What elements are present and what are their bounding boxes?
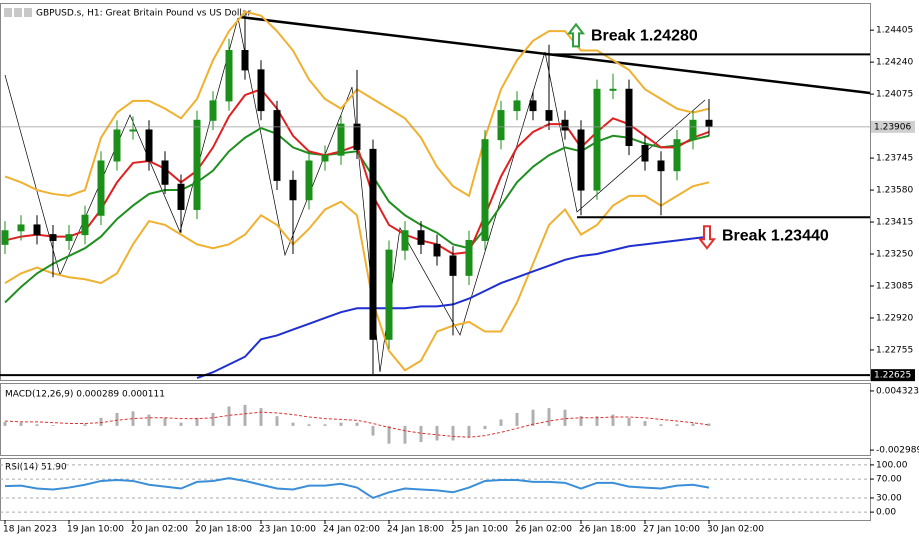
x-tick-label: 20 Jan 18:00 bbox=[195, 525, 252, 535]
candle-body bbox=[401, 230, 409, 251]
chart-title: GBPUSD.s, H1: Great Britain Pound vs US … bbox=[36, 9, 251, 19]
candle-body bbox=[577, 129, 585, 191]
icon bbox=[14, 8, 22, 17]
indicator-line bbox=[4, 477, 710, 500]
y-tick-label: 1.23580 bbox=[876, 186, 913, 196]
candle-body bbox=[305, 160, 313, 201]
current-price-label: 1.23906 bbox=[874, 122, 911, 132]
candle-body bbox=[625, 88, 633, 146]
x-tick-label: 24 Jan 18:00 bbox=[387, 525, 444, 535]
candle-body bbox=[17, 224, 25, 232]
candle-body bbox=[545, 110, 553, 121]
candle-body bbox=[257, 69, 265, 112]
candle-body bbox=[689, 119, 697, 141]
candle-body bbox=[289, 179, 297, 201]
candle-body bbox=[705, 119, 713, 127]
x-tick-label: 27 Jan 10:00 bbox=[643, 525, 700, 535]
x-tick-label: 19 Jan 10:00 bbox=[67, 525, 124, 535]
candle-body bbox=[417, 230, 425, 245]
candle-body bbox=[385, 249, 393, 340]
candle-body bbox=[145, 129, 153, 162]
macd-panel bbox=[0, 383, 871, 456]
y-tick-label: 1.24075 bbox=[876, 90, 913, 100]
x-tick-label: 26 Jan 02:00 bbox=[515, 525, 572, 535]
y-tick-label: 1.22755 bbox=[876, 345, 913, 355]
candle-body bbox=[465, 239, 473, 276]
y-tick-label: 1.23745 bbox=[876, 154, 913, 164]
candle-body bbox=[593, 88, 601, 191]
y-tick-label: 1.22920 bbox=[876, 313, 913, 323]
icon bbox=[24, 8, 32, 17]
candle-body bbox=[65, 234, 73, 241]
candle-body bbox=[97, 160, 105, 216]
support-price-label: 1.22625 bbox=[874, 371, 911, 381]
candle-body bbox=[433, 243, 441, 257]
indicator-line bbox=[4, 411, 710, 438]
candle-body bbox=[209, 100, 217, 121]
y-tick-label: 0.004323 bbox=[876, 386, 919, 396]
x-tick-label: 30 Jan 02:00 bbox=[707, 525, 764, 535]
y-tick-label: 70.00 bbox=[876, 475, 902, 485]
x-tick-label: 25 Jan 10:00 bbox=[451, 525, 508, 535]
candle-body bbox=[609, 88, 617, 91]
candle-body bbox=[81, 214, 89, 236]
candle-body bbox=[449, 255, 457, 276]
y-tick-label: 1.23085 bbox=[876, 282, 913, 292]
x-tick-label: 20 Jan 02:00 bbox=[131, 525, 188, 535]
candle-body bbox=[273, 110, 281, 181]
candle-body bbox=[497, 110, 505, 141]
macd-title: MACD(12,26,9) 0.000289 0.000111 bbox=[5, 390, 165, 400]
candle-body bbox=[33, 224, 41, 236]
x-tick-label: 23 Jan 10:00 bbox=[259, 525, 316, 535]
y-tick-label: 1.23250 bbox=[876, 250, 913, 260]
candle-body bbox=[337, 123, 345, 156]
candle-body bbox=[657, 160, 665, 172]
current-price-box bbox=[871, 120, 915, 133]
candle-body bbox=[513, 100, 521, 112]
candle-body bbox=[673, 139, 681, 172]
candle-body bbox=[641, 144, 649, 162]
candle-body bbox=[177, 183, 185, 210]
main-panel bbox=[0, 3, 871, 381]
y-tick-label: 1.24405 bbox=[876, 26, 913, 36]
indicator-line bbox=[4, 181, 710, 372]
candle-body bbox=[225, 50, 233, 102]
y-tick-label: 0.00 bbox=[876, 508, 896, 518]
y-tick-label: 1.24240 bbox=[876, 58, 913, 68]
arrow bbox=[697, 225, 717, 250]
support-price-box bbox=[871, 369, 915, 382]
candle-body bbox=[529, 100, 537, 112]
arrow bbox=[566, 22, 586, 48]
candle-body bbox=[369, 148, 377, 340]
y-tick-label: 30.00 bbox=[876, 493, 902, 503]
annotation: Break 1.24280 bbox=[591, 28, 698, 45]
x-tick-label: 18 Jan 2023 bbox=[3, 525, 57, 535]
candle-body bbox=[481, 139, 489, 241]
y-tick-label: -0.002989 bbox=[876, 446, 919, 456]
candle-body bbox=[193, 119, 201, 210]
candle-body bbox=[113, 129, 121, 162]
y-tick-label: 1.23415 bbox=[876, 218, 913, 228]
x-tick-label: 24 Jan 02:00 bbox=[323, 525, 380, 535]
candle-body bbox=[561, 119, 569, 131]
candle-body bbox=[353, 123, 361, 150]
candle-body bbox=[49, 234, 57, 241]
zigzag bbox=[4, 17, 706, 373]
candle-body bbox=[161, 160, 169, 185]
icon bbox=[4, 8, 12, 17]
rsi-title: RSI(14) 51.90 bbox=[5, 463, 67, 473]
x-tick-label: 26 Jan 18:00 bbox=[579, 525, 636, 535]
candle-body bbox=[1, 230, 9, 245]
y-tick-label: 100.00 bbox=[876, 460, 908, 470]
annotation: Break 1.23440 bbox=[722, 227, 829, 244]
candle-body bbox=[129, 129, 137, 132]
candle-body bbox=[241, 50, 249, 71]
rsi-panel bbox=[0, 458, 871, 521]
candle-body bbox=[321, 154, 329, 162]
